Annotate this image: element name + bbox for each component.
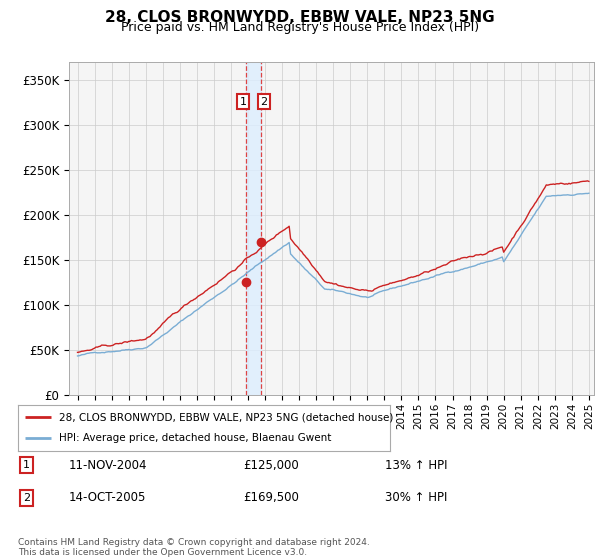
Text: 13% ↑ HPI: 13% ↑ HPI (385, 459, 447, 472)
Text: 14-OCT-2005: 14-OCT-2005 (69, 491, 146, 504)
Text: 11-NOV-2004: 11-NOV-2004 (69, 459, 147, 472)
Text: £169,500: £169,500 (244, 491, 299, 504)
Text: 1: 1 (23, 460, 30, 470)
Text: 28, CLOS BRONWYDD, EBBW VALE, NP23 5NG: 28, CLOS BRONWYDD, EBBW VALE, NP23 5NG (105, 10, 495, 25)
Text: Contains HM Land Registry data © Crown copyright and database right 2024.
This d: Contains HM Land Registry data © Crown c… (18, 538, 370, 557)
Text: HPI: Average price, detached house, Blaenau Gwent: HPI: Average price, detached house, Blae… (59, 433, 331, 444)
Bar (246, 62, 262, 395)
Text: 2: 2 (23, 493, 30, 503)
Text: 30% ↑ HPI: 30% ↑ HPI (385, 491, 447, 504)
Text: 28, CLOS BRONWYDD, EBBW VALE, NP23 5NG (detached house): 28, CLOS BRONWYDD, EBBW VALE, NP23 5NG (… (59, 412, 393, 422)
Text: Price paid vs. HM Land Registry's House Price Index (HPI): Price paid vs. HM Land Registry's House … (121, 21, 479, 34)
Text: 2: 2 (260, 97, 268, 106)
Text: £125,000: £125,000 (244, 459, 299, 472)
Text: 1: 1 (240, 97, 247, 106)
